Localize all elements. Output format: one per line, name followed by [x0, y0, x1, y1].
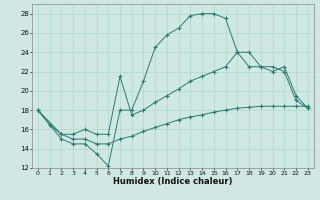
X-axis label: Humidex (Indice chaleur): Humidex (Indice chaleur)	[113, 177, 233, 186]
